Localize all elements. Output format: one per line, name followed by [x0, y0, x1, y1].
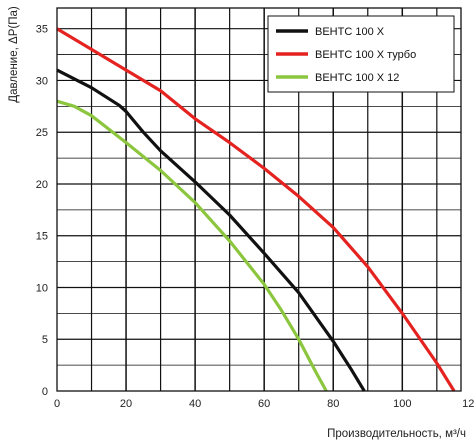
legend-label-2: ВЕНТС 100 Х турбо — [315, 49, 416, 61]
y-tick-label: 20 — [36, 179, 48, 191]
series-line-1 — [56, 68, 366, 392]
x-tick-label: 60 — [258, 398, 270, 410]
y-tick-labels: 0 5 10 15 20 25 30 35 — [36, 24, 48, 398]
x-axis-label: Производительность, м³/ч — [327, 428, 466, 440]
series-line-3 — [56, 99, 328, 392]
x-tick-label: 80 — [327, 398, 339, 410]
x-tick-labels: 0 20 40 60 80 100 120 — [54, 398, 474, 410]
x-tick-label: 0 — [54, 398, 60, 410]
x-tick-label: 120 — [462, 398, 474, 410]
plot-frame — [56, 7, 462, 392]
y-tick-label: 25 — [36, 127, 48, 139]
legend-label-3: ВЕНТС 100 Х 12 — [315, 72, 399, 84]
y-axis-label: Давление, ΔР(Па) — [8, 6, 20, 103]
y-tick-label: 5 — [42, 334, 48, 346]
series-line-2 — [56, 27, 456, 392]
y-tick-label: 30 — [36, 75, 48, 87]
legend: ВЕНТС 100 Х ВЕНТС 100 Х турбо ВЕНТС 100 Х … — [267, 15, 455, 93]
y-tick-label: 0 — [42, 386, 48, 398]
legend-label-1: ВЕНТС 100 Х — [315, 26, 385, 38]
x-tick-label: 20 — [120, 398, 132, 410]
x-tick-label: 40 — [189, 398, 201, 410]
series-lines — [56, 27, 456, 392]
y-tick-label: 15 — [36, 231, 48, 243]
y-tick-label: 10 — [36, 282, 48, 294]
y-tick-label: 35 — [36, 24, 48, 36]
x-tick-label: 100 — [393, 398, 411, 410]
